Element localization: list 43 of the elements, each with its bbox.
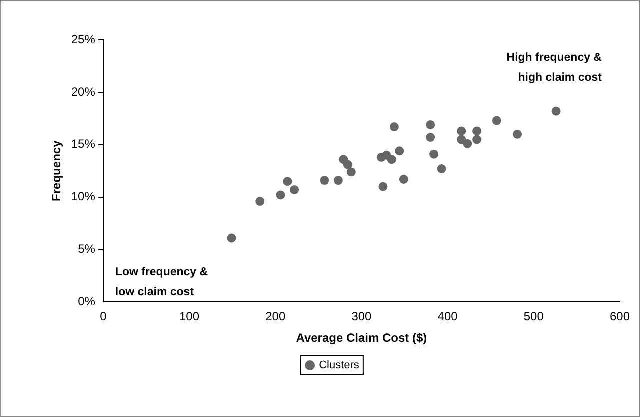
point xyxy=(346,168,356,177)
x-tick-label: 500 xyxy=(524,310,544,324)
x-tick-label: 300 xyxy=(352,310,372,324)
y-tick-label: 20% xyxy=(71,84,96,99)
x-tick-label: 400 xyxy=(438,310,458,324)
legend-label: Clusters xyxy=(319,360,360,372)
point xyxy=(395,146,404,156)
y-axis-title: Frequency xyxy=(50,140,64,202)
point xyxy=(276,190,286,200)
point xyxy=(430,150,439,159)
point xyxy=(457,126,466,136)
point xyxy=(552,106,561,116)
point xyxy=(256,197,265,206)
y-tick-label: 15% xyxy=(71,137,96,152)
annotation: Low frequency & low claim cost xyxy=(115,266,208,298)
point xyxy=(334,176,343,186)
annotation: High frequency & high claim cost xyxy=(506,52,602,84)
point xyxy=(390,122,399,132)
x-axis-title: Average Claim Cost ($) xyxy=(296,331,428,346)
point xyxy=(227,234,236,243)
y-tick-label: 5% xyxy=(78,242,96,256)
point xyxy=(283,177,292,186)
y-tick-label: 10% xyxy=(71,190,96,204)
x-tick-label: 0 xyxy=(100,310,108,324)
point xyxy=(290,185,300,194)
point xyxy=(426,133,436,142)
y-tick-label: 0% xyxy=(78,294,96,309)
y-tick-label: 25% xyxy=(71,32,96,46)
x-tick-label: 200 xyxy=(266,310,286,324)
point xyxy=(378,182,388,192)
point xyxy=(437,164,446,174)
point xyxy=(472,126,482,136)
point xyxy=(492,116,502,126)
point xyxy=(399,174,408,184)
point xyxy=(426,120,436,130)
x-tick-label: 600 xyxy=(610,310,630,324)
point xyxy=(513,130,522,139)
x-tick-label: 100 xyxy=(180,310,200,324)
point xyxy=(472,135,482,144)
point xyxy=(320,176,330,186)
point xyxy=(463,139,472,148)
point xyxy=(387,155,396,164)
point xyxy=(343,160,352,170)
